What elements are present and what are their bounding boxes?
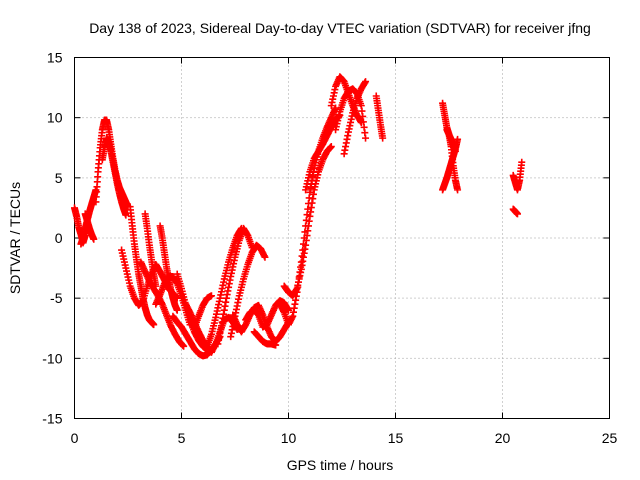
series-arc-34	[509, 205, 521, 218]
series-arc-27	[332, 85, 370, 142]
data-point	[207, 292, 215, 300]
series-arc-11	[156, 222, 181, 314]
data-point	[332, 104, 340, 112]
series-arc-5	[98, 134, 130, 219]
series-arc-28	[340, 78, 370, 158]
y-axis-label: SDTVAR / TECUs	[7, 182, 23, 294]
data-point	[272, 341, 280, 349]
data-point	[513, 210, 521, 218]
series-arc-22	[250, 328, 280, 349]
x-tick-label: 25	[602, 430, 618, 446]
series-arc-18	[214, 224, 256, 348]
data-point	[150, 321, 158, 329]
plot-frame	[74, 57, 610, 419]
series-arc-8	[137, 258, 188, 350]
data-point	[90, 235, 98, 243]
y-tick-label: 5	[55, 170, 63, 186]
y-tick-label: 15	[47, 50, 63, 66]
data-point	[327, 143, 335, 151]
series-arc-19	[227, 241, 269, 341]
data-points	[71, 73, 526, 360]
series-arc-24	[280, 143, 335, 300]
series-arc-29	[372, 92, 387, 142]
series-arc-9	[141, 210, 160, 290]
grid	[74, 57, 610, 419]
data-point	[122, 211, 130, 219]
data-point	[454, 186, 462, 194]
data-point	[261, 253, 269, 261]
x-tick-label: 15	[388, 430, 404, 446]
y-tick-label: 0	[55, 230, 63, 246]
x-tick-labels: 0 5 10 15 20 25	[71, 430, 618, 446]
x-tick-label: 0	[71, 430, 79, 446]
x-tick-label: 10	[281, 430, 297, 446]
series-arc-32	[443, 126, 462, 194]
data-point	[152, 282, 160, 290]
x-tick-label: 20	[495, 430, 511, 446]
data-point	[362, 134, 370, 142]
series-arc-33	[509, 158, 526, 194]
y-tick-label: -5	[50, 290, 63, 306]
series-arc-7	[126, 203, 158, 329]
data-point	[180, 342, 188, 350]
chart-title: Day 138 of 2023, Sidereal Day-to-day VTE…	[89, 20, 591, 36]
y-tick-label: -10	[42, 350, 62, 366]
data-point	[454, 135, 462, 143]
series-arc-3	[81, 210, 98, 243]
data-point	[379, 134, 387, 142]
x-tick-label: 5	[178, 430, 186, 446]
y-tick-label: 10	[47, 110, 63, 126]
x-axis-label: GPS time / hours	[287, 457, 394, 473]
data-point	[518, 158, 526, 166]
series-arc-15	[190, 292, 215, 332]
data-point	[173, 306, 181, 314]
y-tick-labels: -15 -10 -5 0 5 10 15	[42, 50, 62, 427]
data-point	[362, 78, 370, 86]
y-tick-label: -15	[42, 411, 62, 427]
